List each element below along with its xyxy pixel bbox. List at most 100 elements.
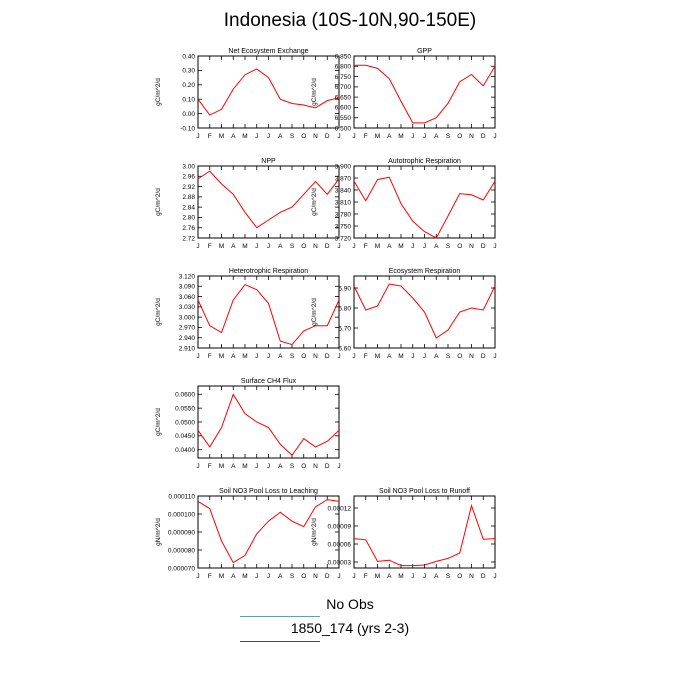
x-tick-label: D — [325, 463, 330, 470]
series-line — [353, 503, 496, 567]
x-tick-label: M — [398, 573, 403, 580]
x-tick-label: J — [423, 133, 426, 140]
x-tick-label: J — [411, 353, 414, 360]
x-tick-label: A — [278, 463, 283, 470]
x-tick-label: A — [387, 353, 392, 360]
x-tick-label: J — [352, 573, 355, 580]
x-tick-label: J — [337, 463, 340, 470]
y-tick-label: 0.000070 — [168, 565, 195, 572]
y-axis-label: gC/m^2/d — [311, 78, 318, 106]
y-tick-label: 3.780 — [335, 211, 352, 218]
y-tick-label: 0.00012 — [328, 505, 352, 512]
x-tick-label: M — [242, 573, 247, 580]
x-tick-label: A — [231, 353, 236, 360]
y-tick-label: 2.80 — [182, 215, 195, 222]
y-tick-label: 6.60 — [338, 345, 351, 352]
series-line — [354, 64, 496, 124]
y-tick-label: 0.0450 — [175, 433, 195, 440]
x-tick-label: J — [352, 243, 355, 250]
x-tick-label: N — [469, 573, 474, 580]
x-tick-label: A — [387, 243, 392, 250]
x-tick-label: M — [398, 353, 403, 360]
x-tick-label: F — [208, 243, 212, 250]
y-tick-label: 0.00009 — [328, 523, 352, 530]
series-line — [353, 283, 496, 339]
x-tick-label: M — [219, 133, 224, 140]
series-line — [197, 393, 340, 456]
x-tick-label: F — [208, 573, 212, 580]
x-tick-label: O — [301, 243, 306, 250]
panel-title: Soil NO3 Pool Loss to Leaching — [219, 488, 318, 495]
x-tick-label: N — [313, 353, 318, 360]
y-tick-label: 0.40 — [182, 53, 195, 60]
x-tick-label: J — [196, 573, 199, 580]
y-tick-label: 3.870 — [335, 175, 352, 182]
x-tick-label: J — [196, 133, 199, 140]
x-tick-label: A — [231, 133, 236, 140]
x-tick-label: A — [278, 243, 283, 250]
y-tick-label: 3.810 — [335, 199, 352, 206]
chart-panel-1: Net Ecosystem Exchange -0.10 0.00 0.10 0.20 0… — [155, 48, 341, 140]
chart-panel-8: Soil NO3 Pool Loss to Leaching 0.000070 0.… — [155, 488, 341, 580]
x-tick-label: J — [411, 133, 414, 140]
y-tick-label: 3.840 — [335, 187, 352, 194]
plot-frame — [197, 385, 340, 459]
x-tick-label: N — [469, 133, 474, 140]
panel-title: GPP — [417, 48, 432, 55]
y-tick-label: 0.000090 — [168, 529, 195, 536]
y-tick-label: 2.910 — [179, 345, 196, 352]
x-tick-label: J — [255, 573, 258, 580]
x-tick-label: F — [364, 243, 368, 250]
x-tick-label: O — [457, 243, 462, 250]
x-tick-label: N — [313, 463, 318, 470]
y-tick-label: 3.120 — [179, 273, 196, 280]
x-tick-label: J — [267, 573, 270, 580]
chart-panel-7: Surface CH4 Flux 0.0400 0.0450 0.0500 0.0550… — [155, 378, 341, 470]
x-tick-label: M — [219, 353, 224, 360]
x-tick-label: S — [290, 133, 295, 140]
y-tick-label: 0.0500 — [175, 419, 195, 426]
x-tick-label: F — [208, 463, 212, 470]
legend-obs-label: No Obs — [326, 596, 374, 612]
x-tick-label: J — [267, 133, 270, 140]
x-tick-label: A — [434, 573, 439, 580]
x-tick-label: J — [255, 133, 258, 140]
x-tick-label: M — [219, 463, 224, 470]
x-tick-label: M — [242, 353, 247, 360]
x-tick-label: D — [481, 353, 486, 360]
x-tick-label: D — [325, 243, 330, 250]
x-tick-label: M — [375, 243, 380, 250]
y-tick-label: 6.500 — [335, 125, 352, 132]
x-tick-label: J — [337, 133, 340, 140]
x-tick-label: J — [337, 243, 340, 250]
y-axis-label: gC/m^2/d — [155, 298, 162, 326]
x-tick-label: J — [423, 243, 426, 250]
y-tick-label: 3.060 — [179, 294, 196, 301]
x-tick-label: N — [469, 353, 474, 360]
x-tick-label: J — [423, 353, 426, 360]
x-tick-label: J — [337, 573, 340, 580]
x-tick-label: F — [208, 353, 212, 360]
chart-panel-2: GPP 6.500 6.550 6.600 6.650 6.700 6.750 6.800 6.… — [311, 48, 497, 140]
y-tick-label: 2.76 — [182, 225, 195, 232]
y-tick-label: 6.600 — [335, 105, 352, 112]
y-tick-label: -0.10 — [180, 125, 195, 132]
series-line — [197, 283, 340, 346]
x-tick-label: O — [457, 573, 462, 580]
y-tick-label: 2.92 — [182, 184, 195, 191]
x-tick-label: J — [255, 463, 258, 470]
y-tick-label: 0.00006 — [328, 541, 352, 548]
x-tick-label: S — [446, 573, 451, 580]
y-axis-label: gC/m^2/d — [155, 188, 162, 216]
x-tick-label: M — [398, 243, 403, 250]
x-tick-label: S — [290, 463, 295, 470]
y-tick-label: 6.800 — [335, 64, 352, 71]
x-tick-label: O — [301, 353, 306, 360]
x-tick-label: J — [493, 133, 496, 140]
x-tick-label: D — [481, 243, 486, 250]
y-tick-label: 6.80 — [338, 305, 351, 312]
x-tick-label: O — [301, 463, 306, 470]
x-tick-label: J — [196, 463, 199, 470]
